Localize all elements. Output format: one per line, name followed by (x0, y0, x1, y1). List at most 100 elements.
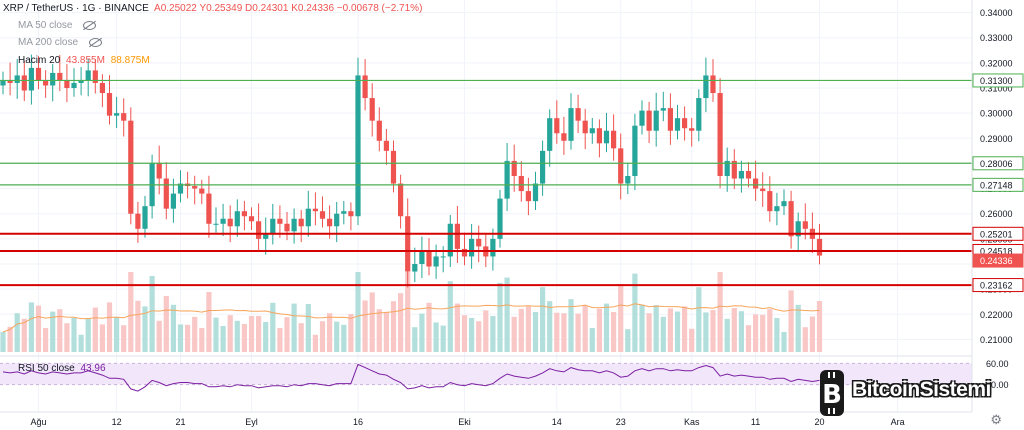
volume-bar (547, 301, 553, 352)
price-level-label: 0.28006 (980, 159, 1013, 169)
volume-value: 43.855M (66, 55, 105, 66)
volume-bar (426, 302, 432, 352)
candle-body (419, 251, 425, 264)
bitcoin-logo-icon: B (820, 370, 844, 416)
candle-body (724, 160, 730, 176)
candle-body (220, 218, 226, 224)
volume-ma-value: 88.875M (110, 55, 150, 66)
candle-body (206, 193, 212, 224)
candlesticks (0, 54, 823, 288)
volume-bar (802, 327, 808, 352)
candle-body (57, 72, 63, 81)
bitcoinsistemi-logo: B BitcoinSistemi (814, 368, 1014, 418)
volume-bar (518, 308, 524, 352)
candle-body (646, 110, 652, 131)
volume-bar (106, 302, 113, 352)
volume-bar (50, 311, 56, 352)
time-axis[interactable]: Ağu 12 21 Eyl 16 Eki 14 23 Kas 11 20 Ara (0, 411, 972, 427)
candle-body (163, 178, 169, 209)
candle-body (156, 163, 162, 179)
candle-body (177, 183, 184, 194)
candle-body (92, 70, 98, 83)
candle-body (121, 113, 127, 121)
candle-body (78, 80, 84, 83)
price-axis[interactable]: 0.210000.220000.230000.240000.250000.260… (971, 0, 1024, 430)
time-tick-label: 20 (814, 417, 824, 427)
candle-body (312, 208, 318, 212)
candle-body (376, 120, 382, 141)
volume-bar (284, 317, 290, 352)
candle-body (532, 183, 539, 202)
candle-body (327, 218, 333, 227)
volume-bar (185, 324, 191, 352)
candle-body (575, 108, 581, 121)
candle-body (64, 80, 70, 88)
volume-bar (163, 296, 169, 352)
volume-bar (57, 309, 63, 352)
candle-body (788, 201, 794, 237)
hidden-eye-icon[interactable] (89, 37, 103, 47)
candle-body (7, 80, 13, 83)
volume-bar (128, 272, 134, 352)
candle-body (447, 223, 453, 257)
candle-body (355, 75, 361, 217)
rsi-band (0, 363, 972, 385)
price-level-label: 0.24336 (980, 256, 1013, 266)
time-tick-label: 21 (175, 417, 185, 427)
rsi-line (2, 363, 820, 392)
hidden-eye-icon[interactable] (83, 20, 97, 30)
volume-legend[interactable]: Hacim 20 43.855M 88.875M (18, 55, 153, 66)
volume-bar (348, 314, 354, 352)
candle-body (298, 218, 304, 227)
candle-body (241, 211, 247, 217)
price-tick-label: 0.30000 (980, 109, 1013, 119)
price-level-label: 0.24518 (980, 246, 1013, 256)
volume-bar (334, 321, 340, 352)
volume-bar (809, 316, 815, 352)
volume-bar (43, 328, 49, 352)
candle-body (667, 108, 673, 131)
candle-body (43, 80, 49, 86)
candle-body (256, 221, 262, 239)
volume-bar (0, 332, 6, 352)
volume-bar (312, 334, 318, 352)
ma50-legend[interactable]: MA 50 close (18, 20, 99, 31)
candle-body (568, 108, 574, 141)
candle-body (270, 218, 276, 234)
volume-bar (341, 324, 347, 352)
candle-body (469, 238, 475, 257)
volume-bar (64, 323, 70, 352)
price-tick-label: 0.29000 (980, 134, 1013, 144)
ma200-legend[interactable]: MA 200 close (18, 37, 105, 48)
volume-bar (376, 309, 382, 352)
candle-body (192, 186, 198, 189)
volume-bar (682, 306, 688, 352)
symbol-title[interactable]: XRP / TetherUS · 1G · BINANCE (3, 3, 149, 14)
candle-body (284, 223, 290, 232)
volume-bar (206, 292, 212, 352)
candle-body (639, 110, 645, 126)
volume-bar (227, 315, 233, 352)
ma50-label: MA 50 close (18, 20, 73, 31)
time-tick-label: 23 (616, 417, 626, 427)
volume-bar (618, 284, 624, 352)
volume-bar (724, 318, 730, 352)
rsi-legend[interactable]: RSI 50 close 43.96 (18, 363, 109, 374)
volume-bar (419, 313, 425, 352)
candle-body (227, 218, 233, 227)
volume-bar (674, 311, 681, 352)
volume-bar (383, 312, 389, 352)
settings-gear-icon[interactable]: ⚙ (990, 412, 1002, 427)
volume-bar (625, 329, 631, 352)
volume-bar (731, 308, 737, 352)
volume-bar (696, 287, 702, 352)
price-tick-label: 0.32000 (980, 58, 1013, 68)
candle-body (142, 206, 148, 229)
volume-bars (0, 272, 823, 352)
price-tick-label: 0.22000 (980, 310, 1013, 320)
volume-bar (291, 303, 297, 352)
candle-body (710, 75, 716, 94)
candle-body (504, 160, 510, 199)
